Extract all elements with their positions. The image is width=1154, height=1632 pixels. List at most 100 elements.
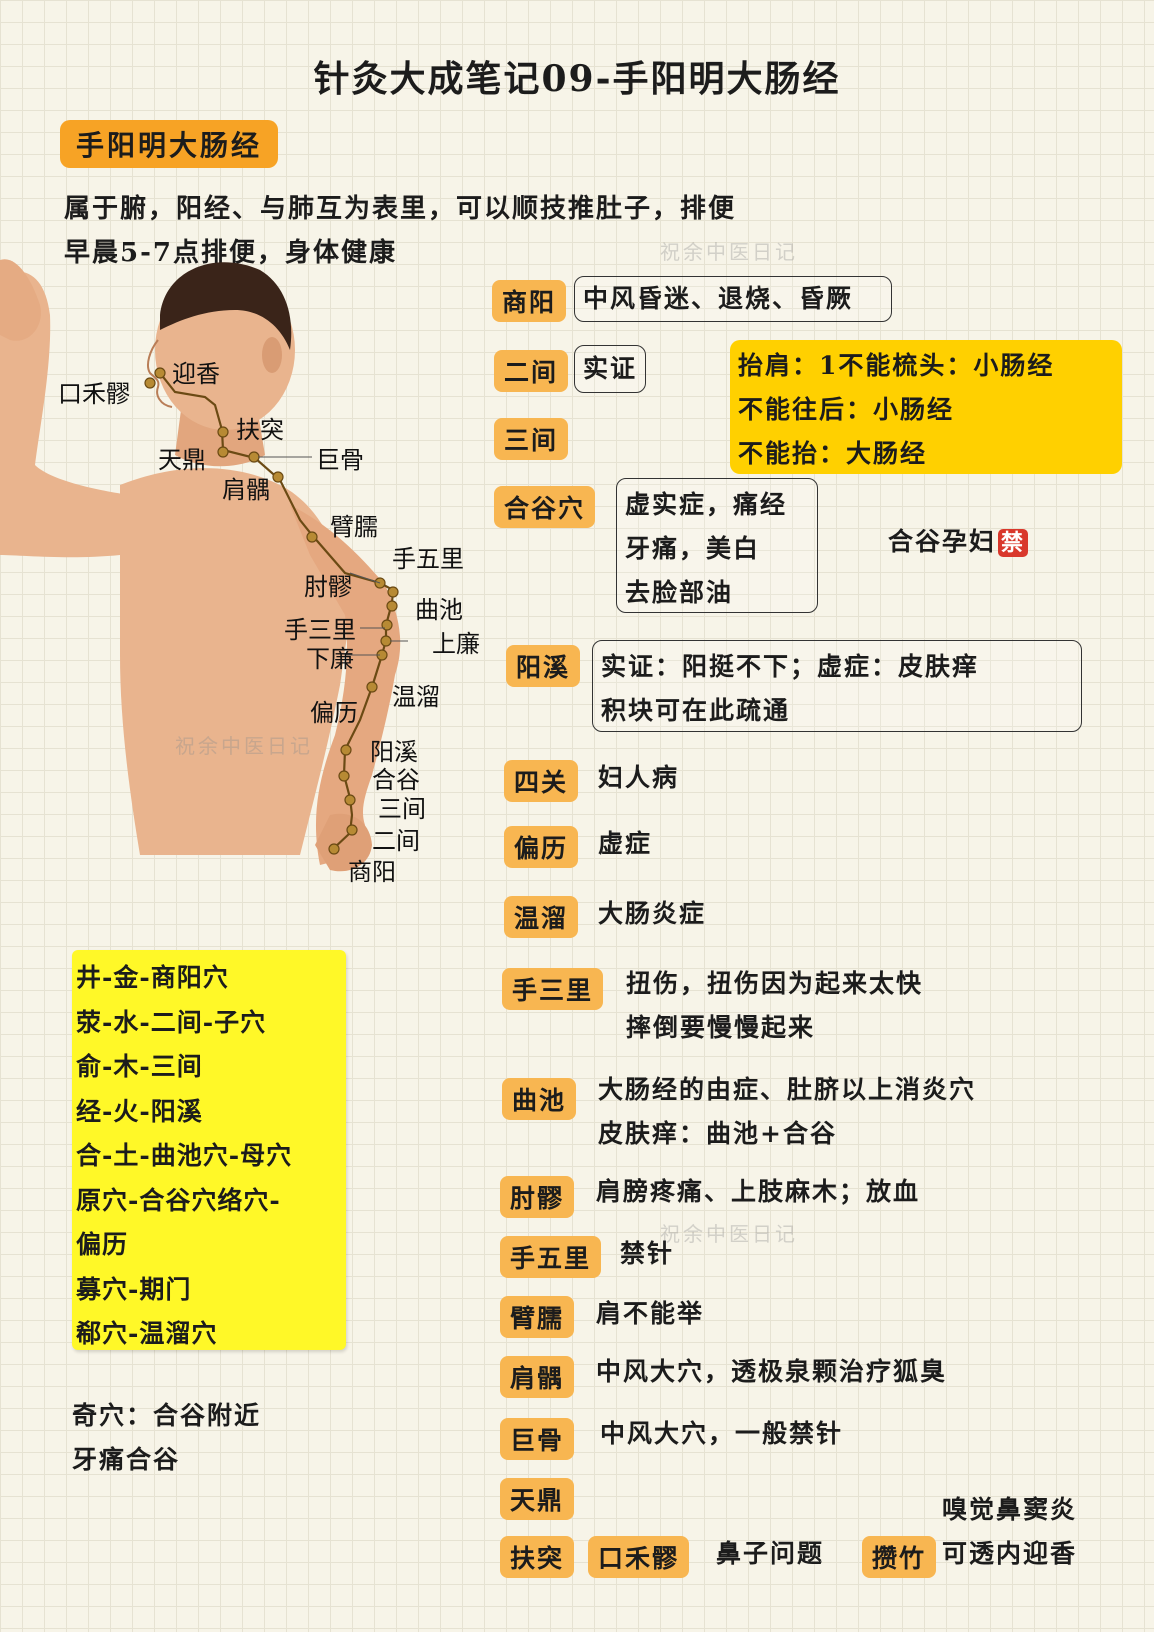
- watermark: 祝余中医日记: [660, 240, 798, 264]
- acupoint-dot: [272, 471, 284, 483]
- page-title: 针灸大成笔记09-手阳明大肠经: [313, 58, 841, 100]
- note-siguan: 妇人病: [598, 763, 680, 792]
- label-quchi: 曲池: [415, 596, 463, 624]
- note-box-shangyang: 中风昏迷、退烧、昏厥: [574, 276, 892, 322]
- shu-point-line: 偏历: [76, 1230, 129, 1259]
- watermark: 祝余中医日记: [660, 1222, 798, 1246]
- note-quchi: 大肠经的由症、肚脐以上消炎穴 皮肤痒：曲池+合谷: [598, 1068, 976, 1156]
- acupoint-dot: [366, 681, 378, 693]
- label-wenliu: 温溜: [392, 683, 440, 711]
- acupoint-dot: [386, 600, 398, 612]
- note-cuanzhu: 嗅觉鼻窦炎 可透内迎香: [942, 1488, 1077, 1576]
- label-jugu: 巨骨: [316, 446, 364, 474]
- yangxi-line: 积块可在此疏通: [601, 696, 791, 725]
- hegu-line: 虚实症，痛经: [625, 490, 788, 519]
- acupoint-dot: [387, 586, 399, 598]
- label-shangyang: 商阳: [348, 858, 396, 886]
- acupoint-dot: [340, 744, 352, 756]
- note-zhouliao: 肩膀疼痛、上肢麻木；放血: [596, 1177, 921, 1206]
- point-tag-sanjian: 三间: [494, 418, 569, 460]
- point-tag-cuanzhu: 攒竹: [862, 1536, 937, 1578]
- leader-lines: [258, 456, 408, 656]
- note-wenliu: 大肠炎症: [598, 899, 707, 928]
- note-box-erjian: 实证: [574, 345, 647, 393]
- note-box-yangxi: 实证：阳挺不下；虚症：皮肤痒 积块可在此疏通: [592, 640, 1082, 732]
- shu-point-line: 原穴-合谷穴络穴-: [76, 1185, 281, 1215]
- note-shousanli: 扭伤，扭伤因为起来太快 摔倒要慢慢起来: [626, 962, 923, 1050]
- note-pianli: 虚症: [598, 829, 653, 858]
- point-tag-jugu: 巨骨: [500, 1418, 575, 1460]
- shoulder-line: 不能抬：大肠经: [738, 439, 928, 468]
- shu-point-line: 俞-木-三间: [76, 1052, 203, 1081]
- label-futu: 扶突: [236, 416, 284, 444]
- extra-point-line: 奇穴：合谷附近: [72, 1401, 262, 1430]
- shoulder-line: 不能往后：小肠经: [738, 395, 955, 424]
- shousanli-line: 摔倒要慢慢起来: [626, 1013, 816, 1042]
- shu-point-line: 荥-水-二间-子穴: [76, 1007, 267, 1037]
- note-kouheliao: 鼻子问题: [716, 1539, 825, 1568]
- label-yingxiang: 迎香: [172, 360, 220, 388]
- point-tag-futu: 扶突: [500, 1536, 575, 1578]
- five-shu-points-box: 井-金-商阳穴 荥-水-二间-子穴 俞-木-三间 经-火-阳溪 合-土-曲池穴-…: [72, 950, 346, 1350]
- intro-line-1: 属于腑，阳经、与肺互为表里，可以顺技推肚子，排便: [64, 194, 737, 224]
- acupoint-dot: [154, 367, 166, 379]
- label-shousanli: 手三里: [284, 616, 356, 644]
- label-yangxi: 阳溪: [370, 738, 418, 766]
- note-shouwuli: 禁针: [620, 1239, 675, 1268]
- label-binao: 臂臑: [330, 513, 378, 541]
- hegu-line: 去脸部油: [625, 578, 734, 607]
- shousanli-line: 扭伤，扭伤因为起来太快: [626, 969, 924, 998]
- label-kouheliao: 口禾髎: [58, 380, 130, 408]
- label-sanjian: 三间: [378, 795, 426, 823]
- note-jugu: 中风大穴，一般禁针: [600, 1419, 844, 1448]
- acupoint-dot: [328, 843, 340, 855]
- yangxi-line: 实证：阳挺不下；虚症：皮肤痒: [601, 652, 980, 681]
- shoulder-line: 抬肩：1不能梳头：小肠经: [738, 351, 1055, 380]
- cuanzhu-line: 嗅觉鼻窦炎: [942, 1495, 1078, 1524]
- meridian-figure: 迎香 口禾髎 扶突 天鼎 巨骨 肩髃 臂臑 手五里 肘髎 曲池 手三里 上廉 下…: [0, 259, 480, 886]
- point-tag-siguan: 四关: [504, 760, 579, 802]
- hegu-line: 牙痛，美白: [625, 534, 761, 563]
- point-tag-wenliu: 温溜: [504, 896, 579, 938]
- acupoint-dot: [380, 635, 392, 647]
- acupoint-dot: [217, 426, 229, 438]
- label-xialian: 下廉: [306, 645, 354, 673]
- shoulder-note-box: 抬肩：1不能梳头：小肠经 不能往后：小肠经 不能抬：大肠经: [730, 340, 1122, 474]
- cuanzhu-line: 可透内迎香: [942, 1539, 1078, 1568]
- extra-points-note: 奇穴：合谷附近 牙痛合谷: [72, 1394, 261, 1482]
- acupoint-dot: [144, 377, 156, 389]
- forbidden-badge: 禁: [998, 529, 1029, 557]
- note-jianyu: 中风大穴，透极泉颗治疗狐臭: [596, 1357, 948, 1386]
- quchi-line: 大肠经的由症、肚脐以上消炎穴: [598, 1075, 977, 1104]
- extra-point-line: 牙痛合谷: [72, 1445, 181, 1474]
- point-tag-shousanli: 手三里: [502, 968, 604, 1010]
- acupoint-dot: [306, 531, 318, 543]
- quchi-line: 皮肤痒：曲池+合谷: [598, 1119, 837, 1148]
- point-tag-pianli: 偏历: [504, 826, 579, 868]
- meridian-tag: 手阳明大肠经: [60, 120, 279, 168]
- watermark: 祝余中医日记: [175, 734, 313, 758]
- label-tianding: 天鼎: [158, 446, 206, 474]
- label-shouwuli: 手五里: [392, 545, 464, 573]
- point-tag-zhouliao: 肘髎: [500, 1176, 575, 1218]
- hegu-pregnancy-note: 合谷孕妇禁: [888, 520, 1029, 564]
- note-binao: 肩不能举: [596, 1299, 705, 1328]
- acupoint-dot: [248, 451, 260, 463]
- shu-point-line: 郗穴-温溜穴: [76, 1319, 218, 1348]
- point-tag-hegu: 合谷穴: [494, 486, 596, 528]
- label-jianyu: 肩髃: [222, 476, 270, 504]
- acupoint-dot: [346, 824, 358, 836]
- shu-point-line: 合-土-曲池穴-母穴: [76, 1141, 293, 1170]
- label-erjian: 二间: [372, 827, 420, 855]
- acupoint-dot: [338, 770, 350, 782]
- shu-point-line: 募穴-期门: [76, 1274, 192, 1304]
- point-tag-yangxi: 阳溪: [506, 645, 581, 687]
- point-tag-erjian: 二间: [494, 350, 569, 392]
- point-tag-shangyang: 商阳: [492, 280, 567, 322]
- point-tag-binao: 臂臑: [500, 1296, 575, 1338]
- point-tag-jianyu: 肩髃: [500, 1356, 575, 1398]
- label-zhouliao: 肘髎: [304, 573, 352, 601]
- label-hegu: 合谷: [372, 766, 420, 794]
- label-shanglian: 上廉: [432, 630, 480, 658]
- note-box-hegu: 虚实症，痛经 牙痛，美白 去脸部油: [616, 478, 818, 613]
